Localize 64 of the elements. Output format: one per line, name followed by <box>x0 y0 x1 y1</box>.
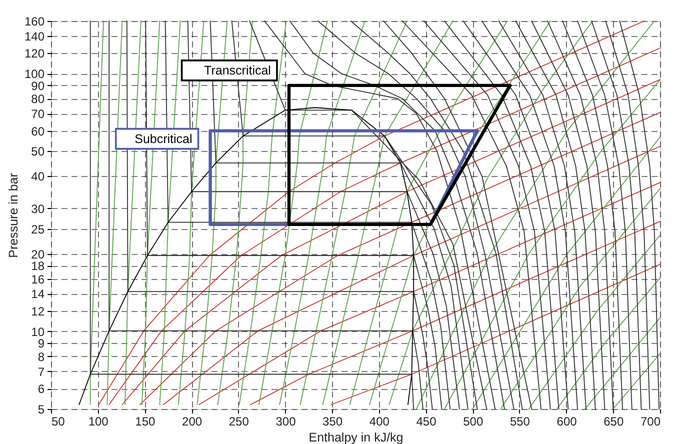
y-tick-label: 30 <box>31 202 45 216</box>
x-tick-label: 350 <box>322 414 343 428</box>
line-series <box>198 182 660 406</box>
y-tick-label: 90 <box>31 78 45 93</box>
y-tick-label: 6 <box>38 382 45 396</box>
y-tick-label: 160 <box>24 14 45 28</box>
x-tick-label: 450 <box>416 414 437 428</box>
line-series <box>547 20 614 410</box>
line-series <box>482 20 578 410</box>
y-tick-label: 18 <box>31 259 45 274</box>
y-tick-label: 7 <box>38 364 45 379</box>
y-tick-label: 60 <box>31 124 45 138</box>
line-series <box>605 20 650 410</box>
line-series <box>531 20 606 410</box>
y-tick-label: 14 <box>31 287 45 302</box>
line-series <box>279 20 366 406</box>
line-series <box>444 20 560 410</box>
y-tick-label: 12 <box>31 304 45 318</box>
x-tick-label: 250 <box>228 414 250 428</box>
line-series <box>423 20 551 410</box>
y-tick-label: 5 <box>38 402 45 416</box>
line-series <box>562 20 623 410</box>
x-tick-label: 400 <box>369 414 390 428</box>
line-series <box>591 20 642 410</box>
y-tick-label: 120 <box>24 46 45 61</box>
line-series <box>162 146 660 406</box>
x-tick-label: 50 <box>52 414 66 428</box>
line-series <box>577 20 632 410</box>
y-tick-label: 9 <box>38 336 45 351</box>
line-series <box>462 20 569 410</box>
y-tick-label: 80 <box>31 92 45 106</box>
x-tick-label: 500 <box>463 414 484 428</box>
line-series <box>444 79 660 410</box>
y-tick-label: 50 <box>31 144 45 159</box>
y-tick-label: 140 <box>24 29 45 44</box>
line-series <box>498 20 586 410</box>
x-tick-label: 300 <box>276 414 296 428</box>
line-series <box>388 20 593 406</box>
x-axis-title: Enthalpy in kJ/kg <box>308 430 404 444</box>
x-tick-label: 650 <box>604 414 624 428</box>
y-tick-label: 25 <box>31 222 45 236</box>
y-tick-label: 70 <box>31 107 45 122</box>
y-tick-label: 8 <box>38 350 45 364</box>
line-series <box>250 221 660 406</box>
line-series <box>318 20 514 410</box>
x-tick-label: 100 <box>88 414 109 428</box>
line-series <box>416 20 655 410</box>
y-tick-label: 20 <box>31 247 45 262</box>
line-series <box>402 20 542 410</box>
y-tick-label: 10 <box>31 324 45 339</box>
line-series <box>300 20 408 406</box>
series-label: Subcritical <box>134 132 192 146</box>
x-tick-label: 700 <box>640 414 661 428</box>
line-series <box>322 20 454 406</box>
x-tick-label: 150 <box>135 414 156 428</box>
y-tick-label: 16 <box>31 272 45 286</box>
x-tick-label: 550 <box>510 414 530 428</box>
y-tick-label: 100 <box>24 67 45 82</box>
y-axis-title: Pressure in bar <box>6 173 20 258</box>
y-tick-label: 40 <box>31 170 45 184</box>
series-label: Transcritical <box>204 63 271 78</box>
x-tick-label: 600 <box>556 414 578 428</box>
x-tick-label: 200 <box>182 414 202 428</box>
line-series <box>515 20 596 410</box>
